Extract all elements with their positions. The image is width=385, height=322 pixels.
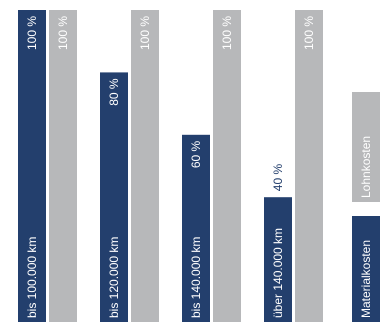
category-label-4: über 140.000 km xyxy=(271,228,285,318)
legend-lohnkosten-swatch xyxy=(352,92,380,202)
category-label-1: bis 100.000 km xyxy=(25,237,39,318)
value-label-materialkosten-2: 80 % xyxy=(107,78,121,106)
legend-materialkosten-swatch xyxy=(352,216,380,322)
bar-lohnkosten-1 xyxy=(49,10,77,322)
bar-materialkosten-1 xyxy=(18,10,46,322)
bar-materialkosten-3 xyxy=(182,134,210,322)
value-label-materialkosten-1: 100 % xyxy=(25,16,39,50)
bar-materialkosten-2 xyxy=(100,72,128,322)
value-label-lohnkosten-3: 100 % xyxy=(220,16,234,50)
bar-lohnkosten-4 xyxy=(295,10,323,322)
category-label-3: bis 140.000 km xyxy=(189,237,203,318)
value-label-lohnkosten-2: 100 % xyxy=(138,16,152,50)
value-label-materialkosten-3: 60 % xyxy=(189,140,203,168)
category-label-2: bis 120.000 km xyxy=(107,237,121,318)
value-label-lohnkosten-4: 100 % xyxy=(302,16,316,50)
value-label-materialkosten-4: 40 % xyxy=(271,164,285,192)
bar-lohnkosten-2 xyxy=(131,10,159,322)
legend-materialkosten-label: Materialkosten xyxy=(359,240,373,318)
bar-materialkosten-4 xyxy=(264,197,292,322)
value-label-lohnkosten-1: 100 % xyxy=(56,16,70,50)
legend-lohnkosten-label: Lohnkosten xyxy=(359,136,373,198)
bar-lohnkosten-3 xyxy=(213,10,241,322)
